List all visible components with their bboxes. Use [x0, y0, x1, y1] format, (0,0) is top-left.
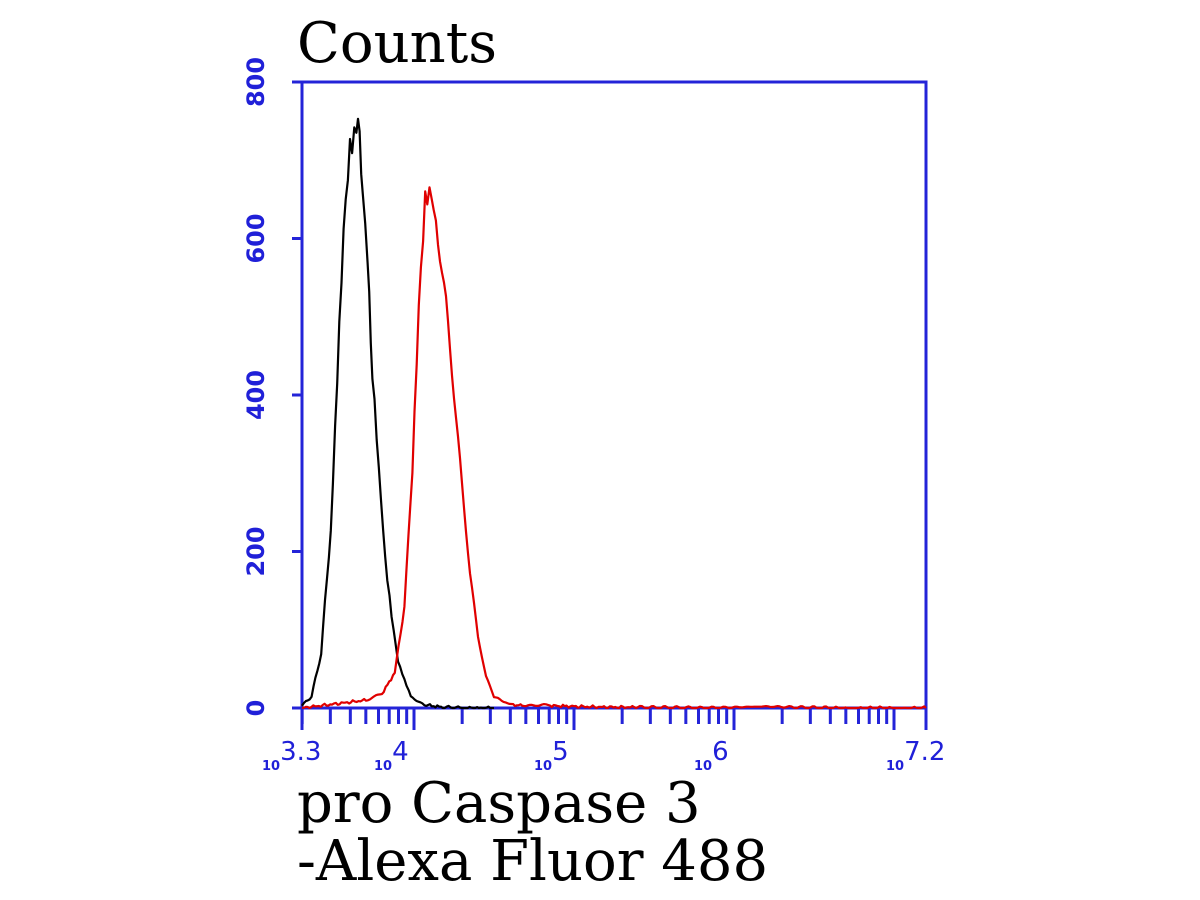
x-tick-label: 106 [694, 737, 729, 774]
x-tick-exponent: 4 [392, 737, 409, 767]
x-tick-label: 103.3 [262, 737, 321, 774]
y-tick-label: 600 [242, 213, 270, 263]
x-tick-base: 10 [886, 759, 904, 774]
histogram-line-1 [301, 117, 494, 710]
x-axis-label-line-1: pro Caspase 3 [297, 771, 701, 836]
x-tick-label: 104 [374, 737, 409, 774]
x-tick-base: 10 [262, 759, 280, 774]
x-tick-base: 10 [694, 759, 712, 774]
x-tick-label: 107.2 [886, 737, 945, 774]
x-tick-exponent: 5 [552, 737, 569, 767]
x-tick-label: 105 [534, 737, 569, 774]
y-axis-label: Counts [297, 11, 497, 76]
x-tick-base: 10 [374, 759, 392, 774]
x-tick-exponent: 3.3 [280, 737, 321, 767]
x-tick-exponent: 6 [712, 737, 729, 767]
x-tick-exponent: 7.2 [904, 737, 945, 767]
y-tick-label: 800 [242, 57, 270, 107]
y-tick-label: 200 [242, 526, 270, 576]
histogram-series [301, 117, 927, 710]
x-tick-base: 10 [534, 759, 552, 774]
y-tick-label: 0 [242, 700, 270, 717]
x-axis-label-line-2: -Alexa Fluor 488 [297, 829, 768, 894]
y-axis-ticks: 0 200 400 600 800 [242, 57, 302, 716]
x-axis-ticks: 103.3 104 105 106 107.2 [262, 708, 945, 774]
y-tick-label: 400 [242, 370, 270, 420]
histogram-line-2 [301, 186, 927, 710]
plot-frame [300, 80, 928, 710]
